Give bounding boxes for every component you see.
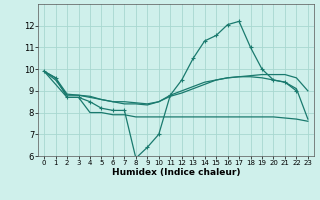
X-axis label: Humidex (Indice chaleur): Humidex (Indice chaleur) <box>112 168 240 177</box>
